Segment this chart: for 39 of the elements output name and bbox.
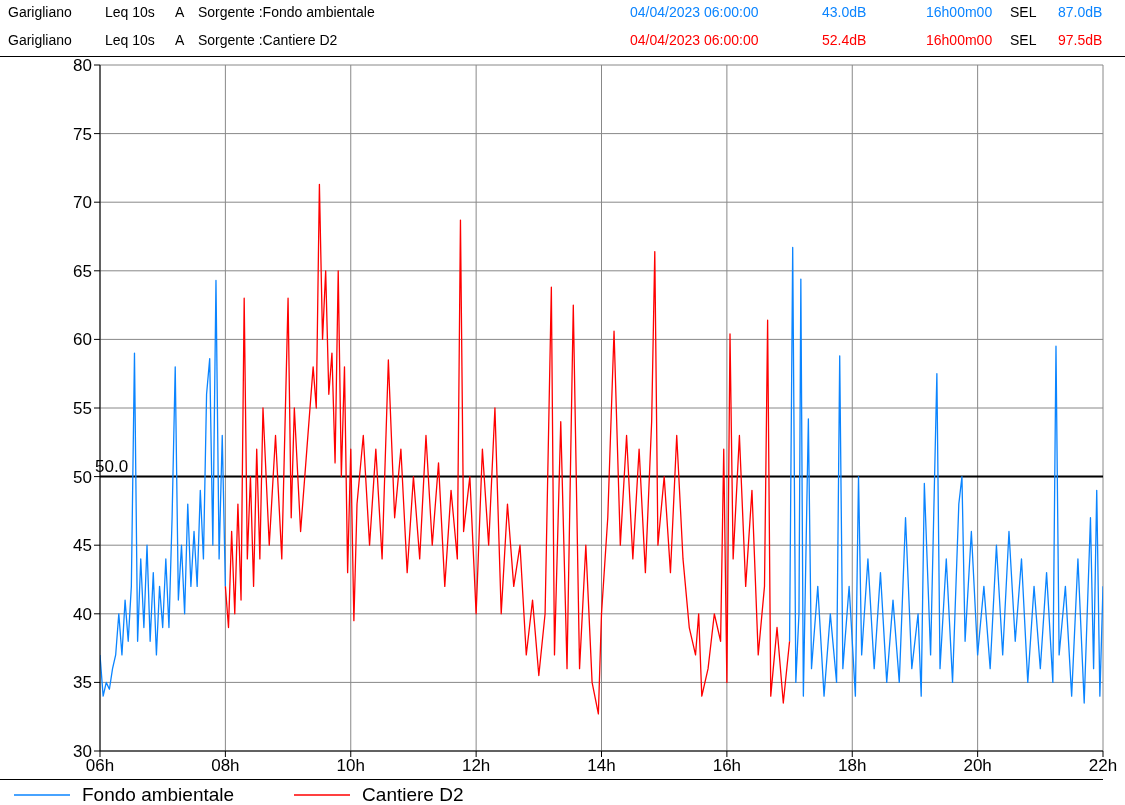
text: 43.0dB xyxy=(822,4,867,20)
text: Garigliano xyxy=(8,32,72,48)
text: 04/04/2023 06:00:00 xyxy=(630,4,759,20)
legend-label: Cantiere D2 xyxy=(361,784,464,805)
x-tick-label: 22h xyxy=(1088,756,1118,776)
text: A xyxy=(175,32,185,48)
x-tick-label: 08h xyxy=(211,756,240,776)
text: 97.5dB xyxy=(1058,32,1103,48)
text: SEL xyxy=(1010,4,1037,20)
x-tick-label: 18h xyxy=(838,756,867,776)
y-tick-label: 40 xyxy=(73,604,92,624)
text: Leq 10s xyxy=(105,32,155,48)
y-tick-label: 35 xyxy=(73,673,92,693)
text: A xyxy=(175,4,185,20)
line-series xyxy=(224,183,791,715)
y-tick-label: 60 xyxy=(73,330,92,350)
text: Sorgente :Cantiere D2 xyxy=(198,32,338,48)
y-tick-label: 80 xyxy=(73,56,92,76)
text: Garigliano xyxy=(8,4,72,20)
text: 16h00m00 xyxy=(926,4,993,20)
y-tick-label: 75 xyxy=(73,124,92,144)
text: 52.4dB xyxy=(822,32,867,48)
text: SEL xyxy=(1010,32,1037,48)
text: 87.0dB xyxy=(1058,4,1103,20)
text: 04/04/2023 06:00:00 xyxy=(630,32,759,48)
y-tick-label: 50 xyxy=(73,467,92,487)
text: Sorgente :Fondo ambientale xyxy=(198,4,375,20)
x-tick-label: 12h xyxy=(461,756,491,776)
y-tick-label: 70 xyxy=(73,193,92,213)
x-tick-label: 10h xyxy=(336,756,365,776)
text: Leq 10s xyxy=(105,4,155,20)
y-tick-label: 55 xyxy=(73,399,92,419)
legend-label: Fondo ambientale xyxy=(81,784,235,805)
x-tick-label: 14h xyxy=(587,756,616,776)
x-tick-label: 20h xyxy=(963,756,992,776)
y-tick-label: 45 xyxy=(73,536,92,556)
text: 16h00m00 xyxy=(926,32,993,48)
y-tick-label: 65 xyxy=(73,261,92,281)
x-tick-label: 16h xyxy=(712,756,742,776)
